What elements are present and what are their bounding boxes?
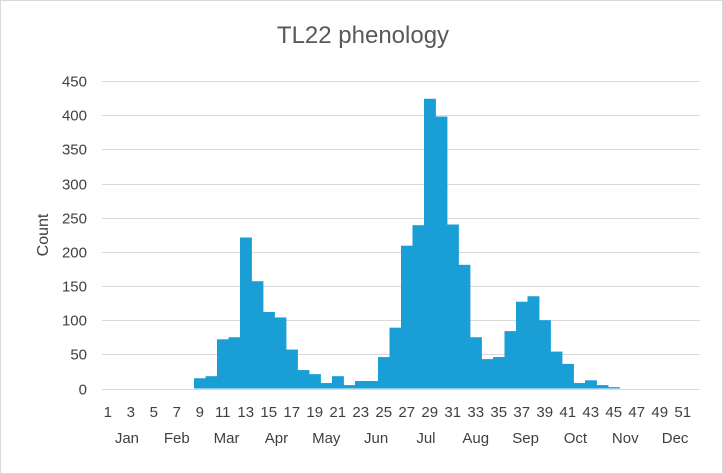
month-labels: Jan Feb Mar Apr May Jun Jul Aug Sep Oct Nov Dec <box>115 430 689 447</box>
bar <box>320 383 333 389</box>
x-tick-label: 39 <box>536 404 553 421</box>
bar <box>332 376 344 389</box>
bar <box>562 363 574 389</box>
bar <box>608 387 620 389</box>
month-label: Dec <box>662 430 689 447</box>
bar <box>504 331 517 389</box>
month-label: Jun <box>364 430 388 447</box>
y-tick-label: 450 <box>62 74 87 91</box>
bar <box>435 116 448 389</box>
bar <box>447 224 459 389</box>
month-label: Nov <box>612 430 639 447</box>
bar <box>217 339 229 389</box>
x-tick-label: 47 <box>628 404 645 421</box>
bar <box>412 225 425 389</box>
x-tick-label: 17 <box>283 404 300 421</box>
bar <box>228 337 241 389</box>
bar <box>516 301 528 389</box>
x-tick-label: 35 <box>490 404 507 421</box>
x-tick-label: 11 <box>215 404 231 421</box>
y-tick-label: 50 <box>70 347 87 364</box>
x-tick-label: 27 <box>398 404 415 421</box>
bar <box>596 385 609 389</box>
bar <box>194 378 206 389</box>
bar <box>401 245 413 389</box>
y-tick-label: 250 <box>62 211 87 228</box>
y-tick-label: 300 <box>62 177 87 194</box>
month-label: Jan <box>115 430 139 447</box>
bar <box>493 357 505 389</box>
month-label: May <box>312 430 341 447</box>
x-tick-label: 51 <box>674 404 691 421</box>
x-tick-label: 9 <box>196 404 204 421</box>
bar <box>355 380 367 389</box>
bar <box>240 237 252 389</box>
bar <box>297 370 310 389</box>
y-tick-label: 150 <box>62 279 87 296</box>
bar <box>263 311 275 389</box>
x-tick-label: 13 <box>237 404 254 421</box>
bar <box>470 337 482 389</box>
x-tick-label: 3 <box>127 404 135 421</box>
x-tick-label: 19 <box>306 404 323 421</box>
y-tick-label: 100 <box>62 313 87 330</box>
bar <box>378 357 390 389</box>
bar <box>424 98 436 389</box>
month-label: Jul <box>416 430 435 447</box>
bar <box>343 385 356 389</box>
bar <box>309 374 321 389</box>
month-label: Feb <box>164 430 190 447</box>
y-tick-label: 400 <box>62 108 87 125</box>
x-tick-label: 45 <box>605 404 622 421</box>
bar <box>550 351 563 389</box>
month-label: Sep <box>512 430 539 447</box>
bar <box>481 359 494 389</box>
y-tick-label: 0 <box>79 382 87 399</box>
bars <box>194 98 620 389</box>
bar <box>366 380 379 389</box>
x-tick-label: 43 <box>582 404 599 421</box>
x-axis-ticks: 1 3 5 7 9 11 13 15 17 19 21 23 25 27 29 31 33 35 37 39 41 43 4… <box>104 404 692 421</box>
x-tick-label: 7 <box>173 404 181 421</box>
bar <box>274 317 287 389</box>
month-label: Oct <box>564 430 588 447</box>
x-tick-label: 23 <box>352 404 369 421</box>
bar <box>585 380 597 389</box>
x-tick-label: 31 <box>444 404 461 421</box>
x-tick-label: 15 <box>260 404 277 421</box>
x-tick-label: 1 <box>104 404 112 421</box>
bar <box>286 349 298 389</box>
y-axis-ticks: 0 50 100 150 200 250 300 350 400 450 <box>62 74 87 399</box>
month-label: Aug <box>462 430 489 447</box>
x-tick-label: 25 <box>375 404 392 421</box>
month-label: Apr <box>265 430 288 447</box>
y-axis-title: Count <box>35 213 52 256</box>
month-label: Mar <box>214 430 240 447</box>
bar <box>251 281 264 389</box>
x-tick-label: 21 <box>329 404 346 421</box>
x-tick-label: 29 <box>421 404 438 421</box>
x-tick-label: 5 <box>150 404 158 421</box>
bar <box>205 376 218 389</box>
y-tick-label: 350 <box>62 142 87 159</box>
bar <box>458 264 471 389</box>
y-tick-label: 200 <box>62 245 87 262</box>
bar <box>527 296 540 389</box>
chart-title: TL22 phenology <box>277 22 449 49</box>
x-tick-label: 41 <box>559 404 576 421</box>
x-tick-label: 49 <box>651 404 668 421</box>
bar <box>573 383 586 389</box>
x-tick-label: 33 <box>467 404 484 421</box>
x-tick-label: 37 <box>513 404 530 421</box>
bar <box>539 320 551 389</box>
bar <box>389 327 402 389</box>
